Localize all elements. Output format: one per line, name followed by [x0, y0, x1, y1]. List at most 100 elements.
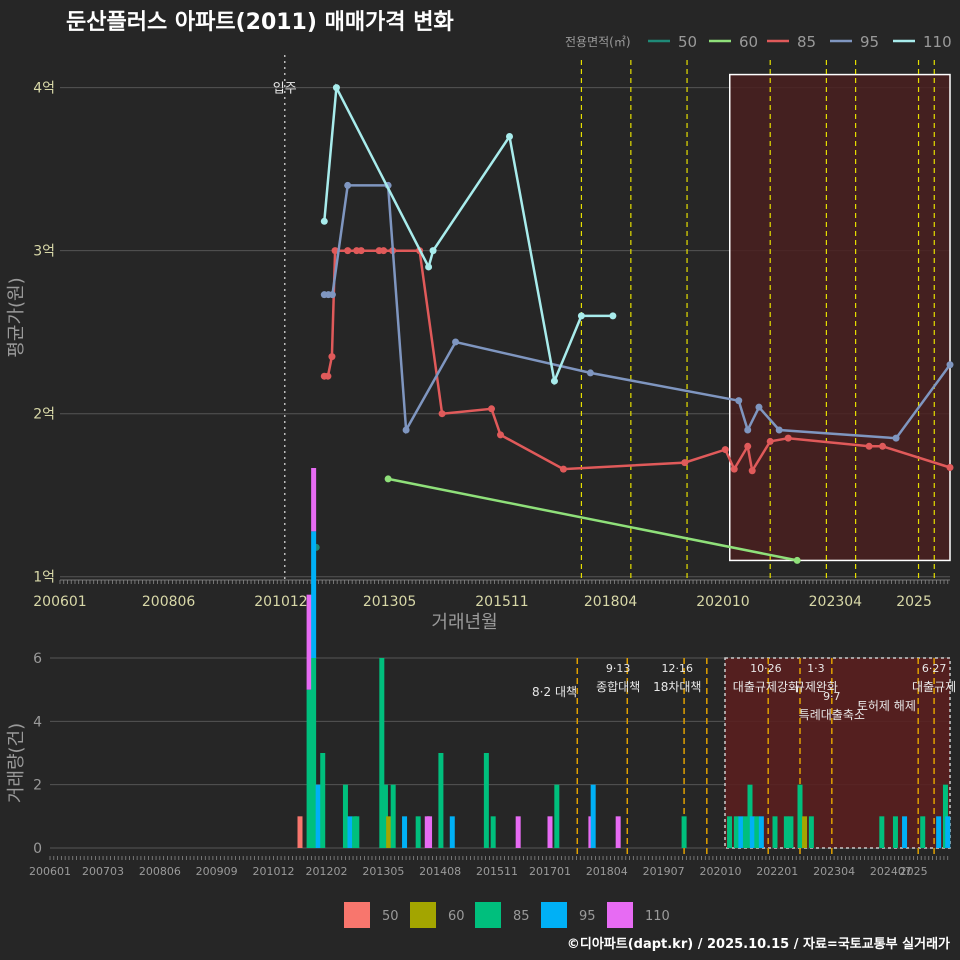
volume-bar-95 [311, 531, 317, 658]
series-point-95 [775, 426, 783, 434]
y-tick-label: 1억 [33, 570, 55, 586]
volume-bar-85 [727, 816, 733, 848]
legend-label-60: 60 [448, 909, 465, 924]
y-tick-label: 6 [33, 651, 42, 667]
y-tick-label: 0 [33, 841, 42, 857]
series-point-85 [488, 405, 496, 413]
series-point-85 [748, 467, 756, 475]
volume-bar-85 [306, 689, 312, 848]
x-tick-label: 202407 [870, 865, 912, 878]
volume-bar-110 [427, 816, 433, 848]
series-point-60 [384, 475, 392, 483]
event-date: 9·13 [606, 662, 631, 675]
volume-bar-95 [936, 816, 942, 848]
volume-bar-95 [402, 816, 408, 848]
volume-bar-85 [754, 816, 760, 848]
volume-bar-85 [808, 816, 814, 848]
series-point-85 [328, 353, 336, 361]
event-name: 대출규제강화 [733, 680, 799, 694]
series-point-85 [946, 464, 954, 471]
x-tick-label: 202304 [813, 865, 855, 878]
y-tick-label: 3억 [33, 244, 55, 260]
series-point-85 [766, 437, 774, 445]
series-point-95 [755, 403, 763, 411]
x-tick-label: 200806 [139, 865, 181, 878]
credit-text: ©디아파트(dapt.kr) / 2025.10.15 / 자료=국토교통부 실… [567, 936, 950, 952]
volume-bar-95 [945, 816, 951, 848]
series-point-85 [730, 465, 738, 473]
x-tick-label: 202304 [809, 594, 863, 610]
volume-bar-85 [772, 816, 778, 848]
top-legend: 전용면적(㎡) 50 60 85 95 110 [565, 33, 952, 51]
x-tick-label: 2025 [896, 594, 932, 610]
volume-bar-85 [879, 816, 885, 848]
volume-bar-85 [438, 753, 444, 848]
legend-label-110: 110 [645, 909, 670, 924]
volume-bar-110 [306, 594, 312, 690]
x-tick-label: 202201 [756, 865, 798, 878]
series-point-85 [865, 442, 873, 450]
x-tick-label: 200806 [142, 594, 196, 610]
event-date: 1·3 [807, 662, 825, 675]
y-tick-label: 4 [33, 714, 42, 730]
volume-bar-85 [554, 784, 560, 848]
volume-bar-85 [920, 816, 926, 848]
x-tick-label: 201701 [529, 865, 571, 878]
legend-label-50: 50 [382, 909, 399, 924]
event-date: 6·27 [922, 662, 947, 675]
series-point-110 [550, 377, 558, 385]
volume-bar-110 [515, 816, 521, 848]
movein-label: 입주 [273, 82, 297, 97]
series-point-85 [357, 247, 365, 255]
y-tick-label: 4억 [33, 81, 55, 97]
event-name: 토허제 해제 [857, 699, 916, 713]
series-point-110 [577, 312, 585, 320]
series-point-85 [879, 442, 887, 450]
price-panel: 1억 2억 3억 4억 200601 200806 201012 201305 201511 20… [6, 55, 954, 633]
volume-bar-95 [315, 784, 321, 848]
x-tick-label: 201804 [586, 865, 628, 878]
volume-bar-60 [802, 816, 808, 848]
volume-bar-85 [742, 816, 748, 848]
series-point-85 [721, 446, 729, 454]
volume-bar-85 [342, 784, 348, 848]
series-point-95 [452, 338, 460, 346]
series-point-95 [586, 369, 594, 377]
legend-label-85: 85 [513, 909, 530, 924]
series-point-110 [429, 247, 437, 255]
volume-bar-85 [320, 753, 326, 848]
x-tick-label: 201408 [419, 865, 461, 878]
legend-label-85: 85 [797, 33, 816, 51]
x-tick-label: 200703 [82, 865, 124, 878]
series-point-95 [328, 291, 336, 299]
volume-bar-95 [449, 816, 455, 848]
series-point-85 [344, 247, 352, 255]
legend-title: 전용면적(㎡) [565, 35, 631, 49]
x-tick-label: 201907 [643, 865, 685, 878]
volume-bar-50 [297, 816, 303, 848]
volume-bar-85 [892, 816, 898, 848]
event-name: 8·2 대책 [532, 684, 577, 699]
x-tick-label: 201012 [254, 594, 307, 610]
volume-bar-85 [415, 816, 421, 848]
x-tick-label: 201511 [476, 865, 518, 878]
legend-key-60 [410, 902, 436, 928]
event-name: 특례대출축소 [799, 708, 865, 722]
series-point-95 [744, 426, 752, 434]
x-tick-label: 202010 [699, 865, 741, 878]
volume-bar-85 [797, 784, 803, 848]
series-point-85 [744, 442, 752, 450]
series-point-85 [438, 410, 446, 418]
y-axis-title: 평균가(원) [6, 277, 27, 357]
bottom-legend: 50 60 85 95 110 [344, 902, 670, 928]
series-point-95 [344, 181, 352, 189]
x-tick-label: 201202 [306, 865, 348, 878]
event-name: 대출규제 [912, 680, 956, 694]
series-point-110 [505, 133, 513, 141]
legend-label-50: 50 [678, 33, 697, 51]
x-tick-label: 201012 [252, 865, 294, 878]
volume-bar-85 [390, 784, 396, 848]
volume-bar-95 [347, 816, 353, 848]
volume-bar-85 [490, 816, 496, 848]
